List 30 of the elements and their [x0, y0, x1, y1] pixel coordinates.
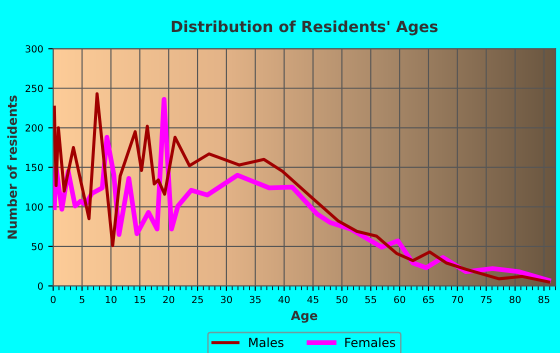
y-axis-title: Number of residents: [7, 96, 17, 239]
y-tick-label: 50: [32, 242, 43, 250]
y-tick-label: 150: [26, 164, 43, 172]
x-tick-label: 60: [394, 296, 406, 304]
x-tick-label: 30: [220, 296, 232, 304]
x-tick-label: 65: [422, 296, 434, 304]
y-tick-label: 300: [26, 45, 43, 53]
chart-title: Distribution of Residents' Ages: [172, 20, 438, 36]
x-tick-label: 25: [192, 296, 203, 304]
x-tick-label: 85: [538, 296, 550, 304]
x-tick-label: 70: [452, 296, 463, 304]
x-tick-label: 0: [50, 296, 56, 304]
x-axis-title: Age: [290, 310, 318, 323]
x-tick-label: 45: [307, 296, 318, 304]
x-tick-label: 10: [106, 296, 116, 304]
x-tick-label: 15: [134, 296, 146, 304]
x-tick-label: 75: [480, 296, 492, 304]
x-tick-label: 55: [365, 296, 376, 304]
y-tick-label: 200: [26, 124, 43, 132]
legend-label: Females: [345, 338, 396, 348]
x-tick-label: 80: [510, 296, 521, 304]
x-tick-label: 20: [163, 296, 174, 304]
legend-label: Males: [249, 338, 284, 348]
y-tick-label: 250: [26, 84, 43, 92]
x-tick-label: 35: [250, 296, 261, 304]
y-tick-label: 0: [38, 282, 43, 290]
y-tick-label: 100: [26, 203, 43, 211]
x-tick-label: 5: [80, 296, 84, 304]
x-tick-label: 40: [278, 296, 290, 304]
x-tick-label: 50: [336, 296, 348, 304]
